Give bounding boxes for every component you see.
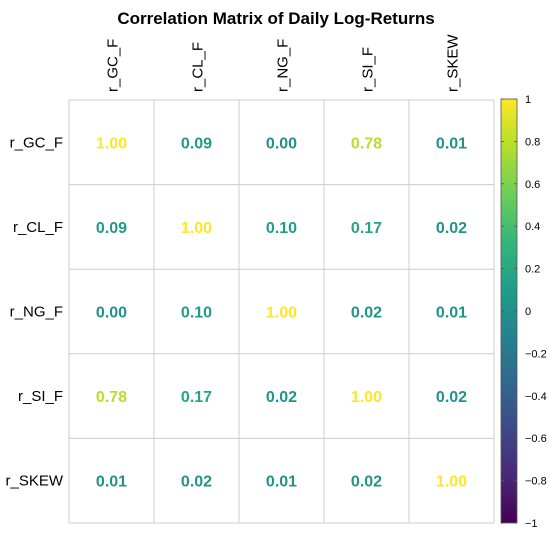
- column-label: r_SKEW: [445, 34, 462, 92]
- cell-value-label: 0.78: [351, 135, 382, 152]
- colorbar-tick-label: 0.4: [525, 221, 540, 233]
- cell-value-label: 0.78: [96, 389, 127, 406]
- colorbar-tick-label: 0.8: [525, 136, 540, 148]
- cell-value-label: 0.00: [266, 135, 297, 152]
- cell-value-label: 0.10: [266, 220, 297, 237]
- cell-value-label: 0.01: [436, 305, 467, 322]
- colorbar: 1 0.8 0.6 0.4 0.2 0 −0.2 −0.4 −0.6 −0.8 −1: [500, 94, 547, 530]
- chart-title: Correlation Matrix of Daily Log-Returns: [117, 9, 434, 28]
- cell-value-label: 0.00: [96, 305, 127, 322]
- cell-value-label: 0.02: [351, 474, 382, 491]
- cell-value-label: 0.02: [436, 220, 467, 237]
- colorbar-tick-label: 0.6: [525, 179, 540, 191]
- cell-value-label: 0.09: [96, 220, 127, 237]
- row-label: r_SKEW: [5, 473, 63, 490]
- colorbar-tick-label: 0.2: [525, 264, 540, 276]
- cell-value-label: 0.10: [181, 305, 212, 322]
- colorbar-tick-label: −0.4: [525, 391, 547, 403]
- cell-value-labels: 1.00 0.09 0.00 0.78 0.01 0.09 1.00 0.10 0.17 0.02…: [96, 135, 467, 490]
- cell-value-label: 0.01: [96, 474, 127, 491]
- cell-value-label: 1.00: [96, 135, 127, 152]
- cell-value-label: 0.02: [181, 474, 212, 491]
- cell-value-label: 0.02: [351, 305, 382, 322]
- colorbar-tick-label: 1: [525, 94, 531, 106]
- colorbar-tick-label: 0: [525, 306, 531, 318]
- cell-value-label: 0.02: [266, 389, 297, 406]
- column-label: r_GC_F: [105, 39, 122, 92]
- column-labels: r_GC_F r_CL_F r_NG_F r_SI_F r_SKEW: [105, 34, 462, 92]
- colorbar-tick-label: −0.2: [525, 348, 547, 360]
- cell-value-label: 1.00: [181, 220, 212, 237]
- grid-layer: [68, 99, 495, 524]
- cell-value-label: 0.01: [266, 474, 297, 491]
- cell-value-label: 1.00: [351, 389, 382, 406]
- row-label: r_NG_F: [10, 304, 63, 321]
- column-label: r_SI_F: [360, 47, 377, 92]
- row-label: r_GC_F: [10, 134, 63, 151]
- colorbar-tick-label: −1: [525, 518, 538, 530]
- cell-value-label: 0.17: [351, 220, 382, 237]
- cell-value-label: 0.01: [436, 135, 467, 152]
- cell-value-label: 0.17: [181, 389, 212, 406]
- colorbar-tick-label: −0.6: [525, 433, 547, 445]
- cell-value-label: 1.00: [436, 474, 467, 491]
- column-label: r_NG_F: [275, 39, 292, 92]
- row-labels: r_GC_F r_CL_F r_NG_F r_SI_F r_SKEW: [5, 134, 63, 489]
- cell-value-label: 0.09: [181, 135, 212, 152]
- cell-value-label: 1.00: [266, 305, 297, 322]
- row-label: r_SI_F: [18, 388, 63, 405]
- column-label: r_CL_F: [190, 42, 207, 92]
- colorbar-tick-label: −0.8: [525, 476, 547, 488]
- cell-value-label: 0.02: [436, 389, 467, 406]
- row-label: r_CL_F: [13, 219, 63, 236]
